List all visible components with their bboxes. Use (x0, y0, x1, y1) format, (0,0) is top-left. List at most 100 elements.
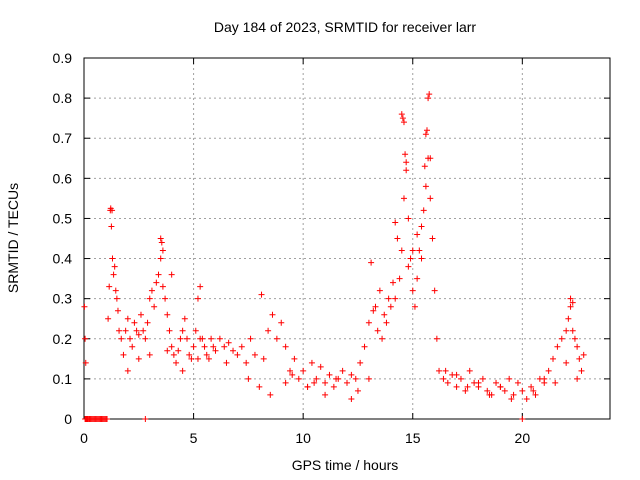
data-point (400, 195, 407, 202)
data-point (105, 315, 112, 322)
data-point (256, 383, 263, 390)
data-point (159, 283, 166, 290)
data-point (344, 379, 350, 386)
data-point (184, 335, 191, 342)
data-point (418, 255, 425, 262)
data-point (580, 351, 587, 358)
y-tick-label: 0.1 (53, 371, 73, 387)
data-point (81, 303, 88, 310)
data-point (197, 283, 204, 290)
data-point (234, 351, 241, 358)
data-point (464, 383, 471, 390)
y-tick-label: 0 (64, 411, 72, 427)
data-point (578, 367, 585, 374)
y-tick-label: 0.7 (53, 130, 73, 146)
data-point (230, 347, 237, 354)
data-point (127, 335, 134, 342)
data-point (426, 91, 433, 98)
data-point (120, 351, 127, 358)
data-point (194, 355, 201, 362)
x-tick-label: 0 (80, 430, 88, 446)
data-point (368, 259, 375, 266)
y-tick-label: 0.8 (53, 90, 73, 106)
data-point (148, 287, 155, 294)
data-point (142, 335, 149, 342)
x-axis-label: GPS time / hours (292, 457, 399, 473)
data-point (403, 167, 410, 174)
data-point (210, 343, 217, 350)
y-tick-label: 0.4 (53, 251, 73, 267)
data-point (247, 335, 254, 342)
data-point (326, 371, 333, 378)
data-point (186, 351, 193, 358)
data-point (571, 335, 578, 342)
data-point (576, 355, 583, 362)
data-point (385, 295, 392, 302)
data-point (311, 379, 318, 386)
data-point (541, 375, 548, 382)
data-point (567, 295, 574, 302)
y-tick-label: 0.9 (53, 50, 73, 66)
data-point (265, 327, 272, 334)
data-point (113, 295, 120, 302)
data-point (135, 331, 142, 338)
data-point (166, 327, 173, 334)
data-point (190, 343, 197, 350)
data-point (563, 327, 570, 334)
data-point (399, 115, 406, 122)
data-point (109, 255, 116, 262)
data-point (569, 327, 576, 334)
data-point (431, 287, 438, 294)
data-point (291, 355, 298, 362)
data-point (243, 359, 250, 366)
data-point (129, 343, 136, 350)
data-point (405, 263, 412, 270)
y-tick-label: 0.6 (53, 170, 73, 186)
data-point (122, 327, 129, 334)
data-point (157, 255, 164, 262)
data-point (462, 387, 469, 394)
data-point (194, 295, 201, 302)
data-point (436, 367, 443, 374)
data-point (554, 343, 561, 350)
x-tick-label: 5 (190, 430, 198, 446)
data-point (221, 343, 228, 350)
data-point (370, 307, 377, 314)
data-point (376, 287, 383, 294)
data-points (81, 91, 587, 422)
data-point (381, 311, 388, 318)
data-point (422, 183, 429, 190)
x-tick-label: 10 (295, 430, 311, 446)
data-point (322, 379, 329, 386)
data-point (528, 383, 535, 390)
data-point (173, 359, 180, 366)
data-point (104, 416, 111, 422)
data-point (444, 379, 451, 386)
data-point (354, 387, 361, 394)
data-point (425, 95, 432, 102)
y-axis-label: SRMTID / TECUs (5, 183, 21, 293)
data-point (365, 319, 372, 326)
data-point (201, 343, 208, 350)
data-point (421, 163, 428, 170)
data-point (260, 355, 267, 362)
data-point (365, 375, 372, 382)
data-point (135, 355, 142, 362)
x-tick-label: 15 (405, 430, 421, 446)
data-point (258, 291, 265, 298)
data-point (179, 367, 186, 374)
data-point (484, 387, 491, 394)
data-point (82, 335, 89, 342)
data-point (374, 327, 381, 334)
data-point (352, 375, 359, 382)
data-point (565, 315, 572, 322)
y-tick-label: 0.2 (53, 331, 73, 347)
data-point (164, 347, 171, 354)
data-point (514, 379, 521, 386)
data-point (422, 131, 429, 138)
data-point (403, 159, 410, 166)
data-point (427, 195, 434, 202)
data-point (574, 343, 581, 350)
